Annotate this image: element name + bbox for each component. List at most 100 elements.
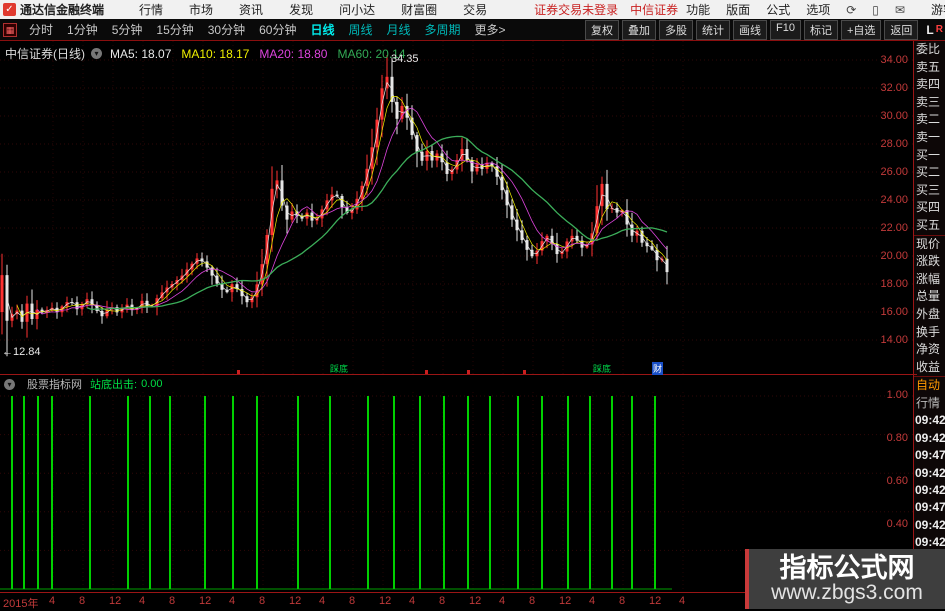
divider-mark-icon — [467, 370, 470, 374]
tool-menu-功能[interactable]: 功能 — [686, 3, 711, 17]
tool-menu-选项[interactable]: 选项 — [806, 3, 831, 17]
price-axis-label: 28.00 — [880, 138, 908, 150]
main-menu: 行情 市场 资讯 发现 问小达 财富圈 交易 — [126, 1, 500, 18]
layout-left-button[interactable]: L — [926, 22, 934, 37]
quote-row-买三: 买三 — [916, 182, 941, 197]
quote-row-涨幅: 涨幅 — [916, 271, 941, 286]
indicator-dropdown-icon[interactable]: ▾ — [4, 378, 15, 390]
candle-body — [0, 275, 4, 312]
signal-marker: 财 — [652, 362, 664, 375]
divider-mark-icon — [425, 370, 428, 374]
top-menu-bar: ✓ 通达信金融终端 行情 市场 资讯 发现 问小达 财富圈 交易 证券交易未登录 中信证券 … — [0, 0, 945, 20]
tick-time: 09:47 — [915, 500, 945, 515]
period-tab-30分钟[interactable]: 30分钟 — [207, 23, 246, 37]
peak-price-annotation: 34.35 — [391, 53, 419, 65]
indicator-name-label[interactable]: 站底出击: — [90, 379, 138, 391]
tick-time: 09:42 — [915, 517, 945, 532]
layout-right-button[interactable]: R — [935, 24, 943, 35]
menu-item-交易[interactable]: 交易 — [463, 3, 488, 17]
ma-label-2: MA20: 18.80 — [259, 46, 328, 61]
chart-title[interactable]: 中信证券(日线) — [5, 47, 85, 61]
quote-row-收益: 收益 — [916, 359, 941, 374]
quote-row-外盘: 外盘 — [916, 306, 941, 321]
auto-refresh-label[interactable]: 自动 — [914, 376, 945, 395]
time-axis-tick: 4 — [319, 595, 326, 607]
guest-label[interactable]: 游客 — [930, 3, 945, 17]
quote-row-总量: 总量 — [916, 289, 941, 304]
toolbar-button-+自选[interactable]: +自选 — [840, 19, 882, 40]
price-axis-label: 22.00 — [880, 222, 908, 234]
toolbar-button-复权[interactable]: 复权 — [585, 19, 620, 40]
tool-menu-版面[interactable]: 版面 — [726, 3, 751, 17]
price-axis-label: 24.00 — [880, 194, 908, 206]
time-axis-tick: 8 — [169, 595, 176, 607]
menu-item-市场[interactable]: 市场 — [189, 3, 214, 17]
time-axis-tick: 12 — [289, 595, 302, 607]
toolbar-button-F10[interactable]: F10 — [770, 19, 801, 40]
period-tab-多周期[interactable]: 多周期 — [424, 23, 461, 37]
toolbar-button-返回[interactable]: 返回 — [884, 19, 919, 40]
period-tab-月线[interactable]: 月线 — [386, 23, 411, 37]
chart-mode-icon[interactable]: ▦ — [3, 22, 17, 37]
time-axis-tick: 8 — [439, 595, 446, 607]
time-axis-tick: 8 — [259, 595, 266, 607]
period-tab-周线[interactable]: 周线 — [348, 23, 373, 37]
time-axis-tick: 4 — [139, 595, 146, 607]
period-toolbar: ▦ 分时 1分钟 5分钟 15分钟 30分钟 60分钟 日线 周线 月线 多周期 更多> 复权 叠加多… — [0, 19, 945, 41]
divider-mark-icon — [523, 370, 526, 374]
login-status[interactable]: 证券交易未登录 — [534, 3, 619, 17]
quote-row-卖二: 卖二 — [916, 112, 941, 127]
toolbar-buttons: 复权 叠加 多股 统计 画线 F10 标记 +自选 返回 L R — [582, 19, 945, 40]
low-price-annotation: ←12.84 — [2, 346, 41, 358]
tools-menu: 功能 版面 公式 选项 — [678, 1, 838, 18]
tick-time: 09:42 — [915, 430, 945, 445]
time-axis: 2015年 4 8 12 4 8 12 4 8 12 4 8 12 4 8 12 4 8 12 4 8 12 4 — [0, 592, 913, 610]
tick-time: 09:42 — [915, 483, 945, 498]
chevron-down-icon[interactable]: ▾ — [91, 48, 102, 59]
app-logo-icon[interactable]: ✓ — [3, 3, 16, 16]
menu-item-财富圈[interactable]: 财富圈 — [401, 3, 438, 17]
menu-item-问小达[interactable]: 问小达 — [339, 3, 376, 17]
toolbar-button-画线[interactable]: 画线 — [733, 19, 768, 40]
indicator-axis-label: 0.60 — [886, 475, 908, 487]
toolbar-button-多股[interactable]: 多股 — [659, 19, 694, 40]
main-chart-svg[interactable] — [0, 41, 913, 374]
quote-panel: 委比 卖五 卖四 卖三 卖二 卖一 买一 买二 买三 买四 买五 现价 涨跌 涨幅 总量 外盘 换手 净资 收益 自动… — [913, 41, 945, 609]
toolbar-button-标记[interactable]: 标记 — [803, 19, 838, 40]
time-axis-start-label: 2015年 — [3, 598, 39, 610]
divider-mark-icon — [237, 370, 240, 374]
time-axis-tick: 12 — [199, 595, 212, 607]
toolbar-button-叠加[interactable]: 叠加 — [622, 19, 657, 40]
menu-item-发现[interactable]: 发现 — [289, 3, 314, 17]
phone-icon[interactable]: ▯ — [872, 2, 879, 17]
quote-row-买一: 买一 — [916, 147, 941, 162]
period-tab-15分钟[interactable]: 15分钟 — [156, 23, 194, 37]
time-axis-tick: 4 — [499, 595, 506, 607]
period-tab-1分钟[interactable]: 1分钟 — [67, 23, 98, 37]
quote-row-卖四: 卖四 — [916, 77, 941, 92]
price-axis-label: 30.00 — [880, 110, 908, 122]
menu-item-资讯[interactable]: 资讯 — [239, 3, 264, 17]
sync-icon[interactable]: ⟳ — [846, 2, 857, 17]
ma60-line — [86, 135, 668, 311]
period-tab-60分钟[interactable]: 60分钟 — [259, 23, 297, 37]
toolbar-button-统计[interactable]: 统计 — [696, 19, 731, 40]
period-tab-日线[interactable]: 日线 — [310, 23, 335, 37]
chart-title-row: 中信证券(日线) ▾ MA5: 18.07 MA10: 18.17 MA20: 18… — [5, 45, 416, 62]
candle-body — [665, 258, 669, 273]
period-tab-5分钟[interactable]: 5分钟 — [111, 23, 143, 37]
period-tab-更多>[interactable]: 更多> — [474, 23, 506, 37]
menu-item-行情[interactable]: 行情 — [139, 3, 164, 17]
mail-icon[interactable]: ✉ — [894, 2, 905, 17]
tick-time: 09:42 — [915, 465, 945, 480]
tool-menu-公式[interactable]: 公式 — [766, 3, 791, 17]
time-axis-tick: 8 — [529, 595, 536, 607]
period-tab-分时[interactable]: 分时 — [29, 23, 54, 37]
price-axis-label: 34.00 — [880, 54, 908, 66]
quote-row-净资: 净资 — [916, 342, 941, 357]
quote-mode-label[interactable]: 行情 — [916, 395, 941, 410]
signal-marker: 踩底 — [593, 364, 612, 374]
active-stock-label[interactable]: 中信证券 — [630, 3, 679, 17]
indicator-source-label[interactable]: 股票指标网 — [27, 379, 82, 391]
indicator-chart-svg[interactable] — [0, 392, 913, 592]
